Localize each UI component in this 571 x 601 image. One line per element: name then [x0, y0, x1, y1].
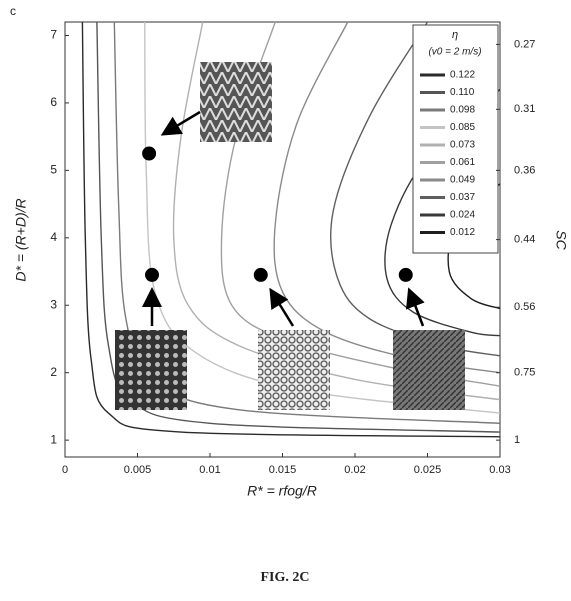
- legend-label: 0.098: [450, 105, 475, 116]
- legend-label: 0.037: [450, 192, 475, 203]
- y2-tick-label: 0.36: [514, 164, 535, 176]
- y-tick-label: 1: [50, 432, 57, 446]
- marker: [398, 267, 413, 282]
- marker: [145, 267, 159, 282]
- panel-label: c: [10, 4, 16, 18]
- x-tick-label: 0: [62, 464, 68, 476]
- legend-label: 0.061: [450, 157, 475, 168]
- legend-label: 0.049: [450, 175, 475, 186]
- inset-image: [115, 330, 187, 410]
- y2-tick-label: 0.27: [514, 38, 535, 50]
- y2-axis-label: SC: [553, 230, 569, 250]
- inset-image: [200, 62, 272, 142]
- x-tick-label: 0.03: [489, 464, 510, 476]
- inset-image: [393, 330, 465, 410]
- caption: FIG. 2C: [261, 570, 310, 585]
- y-axis-label: D* = (R+D)/R: [13, 198, 29, 281]
- legend-label: 0.073: [450, 140, 475, 151]
- legend-box: [412, 24, 499, 254]
- marker: [253, 267, 268, 282]
- legend-label: 0.110: [450, 87, 475, 98]
- y2-tick-label: 0.31: [514, 103, 535, 115]
- arrows: [142, 110, 425, 327]
- y-tick-label: 6: [50, 95, 57, 109]
- y2-tick-label: 0.75: [514, 367, 535, 379]
- marker: [142, 146, 157, 161]
- x-tick-label: 0.025: [414, 464, 442, 476]
- y2-tick-label: 0.56: [514, 301, 535, 313]
- legend-subtitle: (v0 = 2 m/s): [428, 47, 481, 58]
- y-tick-label: 7: [50, 28, 57, 42]
- y-tick-label: 3: [50, 297, 57, 311]
- legend-label: 0.024: [450, 210, 475, 221]
- legend-label: 0.012: [450, 227, 475, 238]
- x-tick-label: 0.02: [344, 464, 365, 476]
- y-tick-label: 2: [50, 365, 57, 379]
- contour-line: [81, 21, 501, 438]
- y-tick-label: 5: [50, 163, 57, 177]
- y2-tick-label: 1: [514, 434, 520, 446]
- contour-line: [172, 21, 501, 401]
- x-tick-label: 0.005: [124, 464, 152, 476]
- legend-label: 0.085: [450, 122, 475, 133]
- legend-title: η: [452, 29, 458, 41]
- x-tick-label: 0.01: [199, 464, 220, 476]
- legend-label: 0.122: [450, 70, 475, 81]
- y-tick-label: 4: [50, 230, 57, 244]
- y2-tick-label: 0.44: [514, 234, 535, 246]
- x-tick-label: 0.015: [269, 464, 297, 476]
- x-axis-label: R* = rfog/R: [247, 483, 317, 499]
- inset-image: [258, 330, 330, 410]
